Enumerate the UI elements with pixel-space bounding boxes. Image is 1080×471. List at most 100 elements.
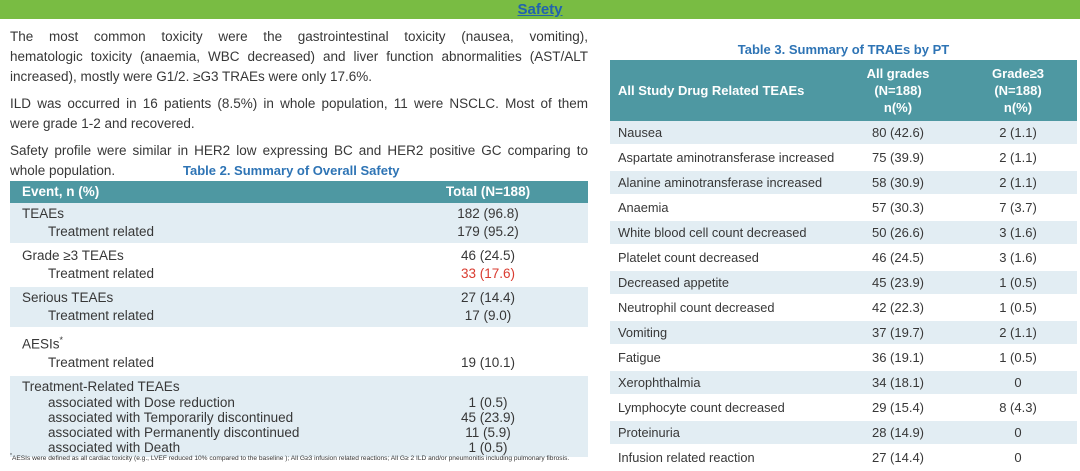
row-value-grade3: 1 (0.5)	[999, 300, 1037, 315]
row-value: 179 (95.2)	[457, 224, 519, 239]
paragraph-ild: ILD was occurred in 16 patients (8.5%) i…	[10, 94, 588, 134]
table-row: Treatment related 17 (9.0)	[10, 307, 588, 325]
row-value-grade3: 1 (0.5)	[999, 275, 1037, 290]
row-value-grade3: 0	[1014, 425, 1022, 440]
row-label: Vomiting	[618, 325, 668, 340]
row-value: 11 (5.9)	[465, 424, 511, 440]
row-value-allgrades: 34 (18.1)	[871, 375, 925, 390]
row-label: Platelet count decreased	[618, 250, 759, 265]
paragraph-line: The most common toxicity were the gastro…	[10, 29, 588, 44]
row-value: 182 (96.8)	[457, 206, 519, 221]
row-label: Lymphocyte count decreased	[618, 400, 785, 415]
header-bar: Safety	[0, 0, 1080, 19]
row-value-allgrades: 75 (39.9)	[871, 150, 925, 165]
table-row: Platelet count decreased 46 (24.5) 3 (1.…	[610, 246, 1077, 271]
table-row: Decreased appetite 45 (23.9) 1 (0.5)	[610, 271, 1077, 296]
row-label: Neutrophil count decreased	[618, 300, 775, 315]
row-value-allgrades: 80 (42.6)	[871, 125, 925, 140]
table-row: associated with Dose reduction 1 (0.5)	[10, 395, 588, 410]
row-label: Xerophthalmia	[618, 375, 701, 390]
row-value: 1 (0.5)	[468, 394, 508, 410]
table-row: Anaemia 57 (30.3) 7 (3.7)	[610, 196, 1077, 221]
row-value-allgrades: 29 (15.4)	[871, 400, 925, 415]
table2-total-column-header: Total (N=188)	[445, 184, 531, 199]
left-text-column: The most common toxicity were the gastro…	[10, 27, 588, 188]
row-value: 19 (10.1)	[460, 354, 516, 370]
table-row: TEAEs 182 (96.8)	[10, 205, 588, 223]
row-value-grade3: 2 (1.1)	[999, 150, 1037, 165]
row-value: 46 (24.5)	[460, 248, 516, 263]
table3-summary-traes-by-pt: All Study Drug Related TEAEs All grades …	[610, 60, 1077, 471]
table-row: Treatment related 19 (10.1)	[10, 354, 588, 372]
row-label: Nausea	[618, 125, 663, 140]
row-value	[388, 378, 588, 395]
paragraph-line: Safety profile were similar in HER2 low …	[10, 143, 588, 158]
row-label: Fatigue	[618, 350, 661, 365]
row-value-grade3: 3 (1.6)	[999, 225, 1037, 240]
table-row: associated with Permanently discontinued…	[10, 425, 588, 440]
table3-grade3-column-header: Grade≥3 (N=188) n(%)	[959, 65, 1077, 116]
row-label: Decreased appetite	[618, 275, 729, 290]
footnote-text: AESIs were defined as all cardiac toxici…	[11, 455, 570, 463]
table-row: Xerophthalmia 34 (18.1) 0	[610, 371, 1077, 396]
table2-block-teaes: TEAEs 182 (96.8) Treatment related 179 (…	[10, 203, 588, 243]
table3-body: Nausea 80 (42.6) 2 (1.1) Aspartate amino…	[610, 121, 1077, 471]
table2-footnote: *AESIs were defined as all cardiac toxic…	[10, 453, 580, 462]
row-label: Treatment related	[48, 224, 155, 239]
row-value-grade3: 2 (1.1)	[999, 175, 1037, 190]
table3-title: Table 3. Summary of TRAEs by PT	[737, 42, 950, 57]
paragraph-toxicity: The most common toxicity were the gastro…	[10, 27, 588, 87]
row-label: Anaemia	[618, 200, 669, 215]
table-row: associated with Death 1 (0.5)	[10, 440, 588, 455]
row-value: 27 (14.4)	[460, 290, 516, 305]
header-line: (N=188)	[874, 83, 922, 98]
row-value: 1 (0.5)	[468, 439, 508, 455]
footnote-marker: *	[10, 453, 12, 459]
table2-block-treatment-related-teaes: Treatment-Related TEAEs associated with …	[10, 375, 588, 457]
table3-name-column-header: All Study Drug Related TEAEs	[618, 83, 805, 98]
row-value-grade3: 3 (1.6)	[999, 250, 1037, 265]
row-value-grade3: 2 (1.1)	[999, 125, 1037, 140]
table-row: Proteinuria 28 (14.9) 0	[610, 421, 1077, 446]
table2-summary-overall-safety: Event, n (%) Total (N=188) TEAEs 182 (96…	[10, 181, 588, 459]
row-label: AESIs*	[10, 331, 388, 354]
row-label: Aspartate aminotransferase increased	[618, 150, 835, 165]
table-row: Serious TEAEs 27 (14.4)	[10, 289, 588, 307]
row-label: Treatment related	[48, 308, 155, 323]
paragraph-line: were grade 1-2 and recovered.	[10, 116, 195, 131]
table-row: AESIs*	[10, 331, 588, 354]
row-label: associated with Temporarily discontinued	[48, 409, 294, 425]
row-value-grade3: 0	[1014, 450, 1022, 465]
row-value-allgrades: 36 (19.1)	[871, 350, 925, 365]
paragraph-line: increased), mostly were G1/2. ≥G3 TRAEs …	[10, 69, 373, 84]
table-row: Lymphocyte count decreased 29 (15.4) 8 (…	[610, 396, 1077, 421]
row-value: 17 (9.0)	[464, 308, 512, 323]
table2-title: Table 2. Summary of Overall Safety	[183, 163, 400, 178]
row-label: Proteinuria	[618, 425, 680, 440]
row-value-allgrades: 58 (30.9)	[871, 175, 925, 190]
slide-title: Safety	[517, 1, 563, 18]
table-row: Infusion related reaction 27 (14.4) 0	[610, 446, 1077, 471]
table2-block-aesis: AESIs* Treatment related 19 (10.1)	[10, 329, 588, 374]
table2-event-column-header: Event, n (%)	[22, 184, 100, 199]
aesis-label: AESIs	[22, 336, 60, 352]
row-value-allgrades: 46 (24.5)	[871, 250, 925, 265]
aesis-footnote-marker: *	[59, 335, 64, 345]
table-row: Fatigue 36 (19.1) 1 (0.5)	[610, 346, 1077, 371]
row-value-allgrades: 27 (14.4)	[871, 450, 925, 465]
table2-block-grade3-teaes: Grade ≥3 TEAEs 46 (24.5) Treatment relat…	[10, 245, 588, 285]
paragraph-line: hematologic toxicity (anaemia, WBC decre…	[10, 49, 588, 64]
header-line: n(%)	[883, 100, 913, 115]
table-row: Vomiting 37 (19.7) 2 (1.1)	[610, 321, 1077, 346]
table-row: Treatment related 179 (95.2)	[10, 223, 588, 241]
row-label: associated with Dose reduction	[48, 394, 235, 410]
row-value: 45 (23.9)	[460, 409, 516, 425]
header-line: Grade≥3	[992, 66, 1044, 81]
table3-header-row: All Study Drug Related TEAEs All grades …	[610, 60, 1077, 121]
row-value-allgrades: 42 (22.3)	[871, 300, 925, 315]
table-row: Nausea 80 (42.6) 2 (1.1)	[610, 121, 1077, 146]
row-value-allgrades: 28 (14.9)	[871, 425, 925, 440]
row-label: Treatment related	[48, 266, 155, 281]
row-value-grade3: 1 (0.5)	[999, 350, 1037, 365]
row-value-allgrades: 57 (30.3)	[871, 200, 925, 215]
